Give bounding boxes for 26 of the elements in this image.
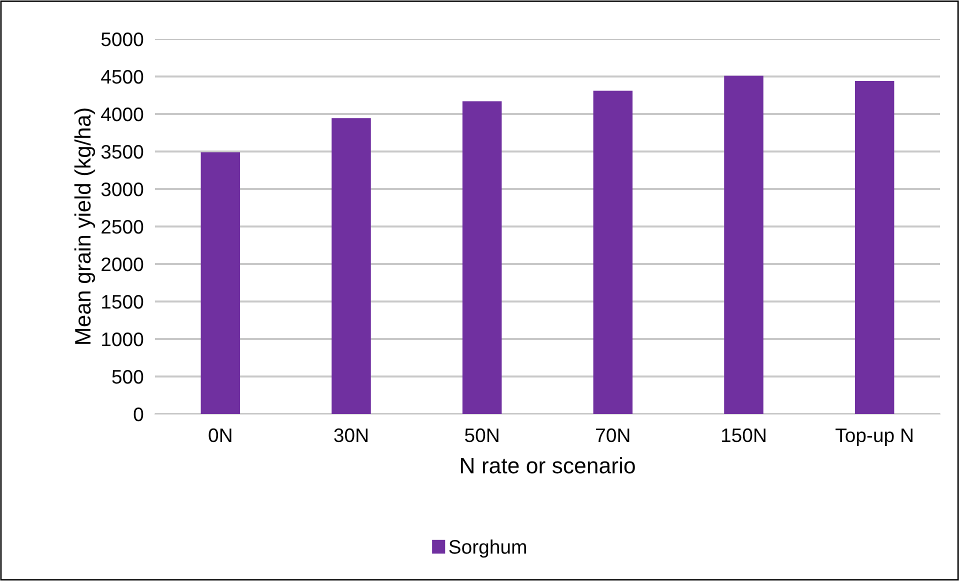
bar [332, 118, 371, 414]
y-tick-label: 1000 [102, 332, 144, 346]
y-tick-label: 2000 [102, 257, 144, 272]
y-tick-label: 2500 [102, 220, 144, 234]
y-tick-label: 500 [112, 370, 144, 384]
bar [593, 90, 633, 414]
y-tick-label: 3000 [101, 182, 144, 196]
bar [200, 152, 240, 414]
y-tick-label: 4000 [101, 107, 144, 122]
y-tick-label: 1500 [102, 294, 144, 309]
x-tick-label: Top-up N [836, 428, 912, 446]
x-tick-label: 50N [465, 428, 498, 442]
bar [724, 76, 764, 414]
x-tick-label: 30N [334, 428, 368, 442]
legend-label: Sorghum [449, 540, 526, 558]
y-tick-label: 3500 [101, 144, 144, 159]
x-tick-label: 150N [722, 428, 766, 442]
y-tick-label: 4500 [101, 70, 144, 84]
x-tick-label: 0N [208, 428, 232, 442]
x-axis-title: N rate or scenario [461, 457, 635, 474]
bar [462, 101, 502, 414]
y-tick-label: 5000 [101, 32, 144, 46]
x-tick-label: 70N [596, 428, 630, 442]
y-axis-title: Mean grain yield (kg/ha) [74, 108, 96, 344]
bar [854, 81, 894, 414]
y-tick-label: 0 [134, 407, 144, 422]
